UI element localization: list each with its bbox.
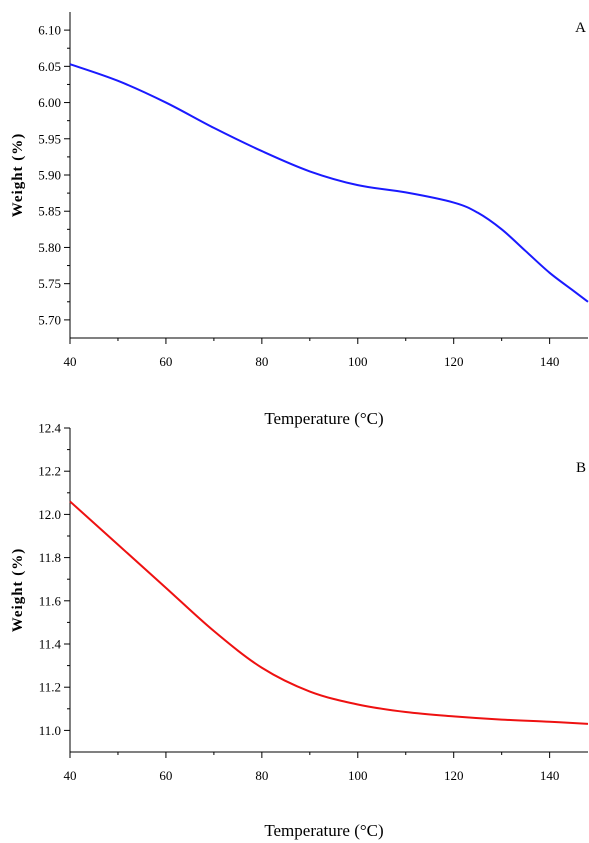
y-tick-label: 11.2 bbox=[39, 680, 61, 695]
x-tick-label: 140 bbox=[540, 768, 560, 783]
x-ticks: 40 60 80 100 120 140 bbox=[64, 338, 560, 369]
y-tick-label: 5.75 bbox=[38, 276, 61, 291]
axes-frame bbox=[69, 428, 588, 753]
x-tick-label: 80 bbox=[255, 768, 268, 783]
x-tick-label: 100 bbox=[348, 768, 368, 783]
panel-b: 11.0 11.2 11.4 11.6 11.8 12.0 12.2 12.4 40 60 80 1… bbox=[10, 421, 589, 840]
y-axis-title: Weight (%) bbox=[10, 133, 26, 218]
x-tick-label: 80 bbox=[255, 354, 268, 369]
y-tick-label: 6.00 bbox=[38, 95, 61, 110]
y-tick-label: 12.0 bbox=[38, 507, 61, 522]
y-tick-label: 11.0 bbox=[39, 723, 61, 738]
x-tick-label: 60 bbox=[159, 354, 172, 369]
x-tick-label: 120 bbox=[444, 354, 464, 369]
y-tick-label: 11.8 bbox=[39, 550, 61, 565]
series-line bbox=[69, 500, 589, 725]
x-tick-label: 140 bbox=[540, 354, 560, 369]
y-ticks: 5.70 5.75 5.80 5.85 5.90 5.95 6.00 6.05 6.10 bbox=[38, 23, 70, 327]
y-tick-label: 6.05 bbox=[38, 59, 61, 74]
y-tick-label: 5.80 bbox=[38, 240, 61, 255]
y-ticks: 11.0 11.2 11.4 11.6 11.8 12.0 12.2 12.4 bbox=[38, 421, 70, 738]
x-axis-title: Temperature (°C) bbox=[264, 409, 383, 428]
x-axis-title: Temperature (°C) bbox=[264, 821, 383, 840]
y-tick-label: 12.4 bbox=[38, 421, 61, 436]
y-tick-label: 11.6 bbox=[39, 593, 62, 608]
y-tick-label: 5.95 bbox=[38, 131, 61, 146]
x-tick-label: 40 bbox=[64, 768, 77, 783]
y-axis-title: Weight (%) bbox=[10, 548, 26, 633]
y-tick-label: 5.90 bbox=[38, 168, 61, 183]
x-tick-label: 120 bbox=[444, 768, 464, 783]
y-tick-label: 5.70 bbox=[38, 312, 61, 327]
x-tick-label: 40 bbox=[64, 354, 77, 369]
panel-a: 5.70 5.75 5.80 5.85 5.90 5.95 6.00 6.05 6.10 40 6… bbox=[10, 12, 589, 428]
panel-label: A bbox=[575, 20, 586, 36]
y-tick-label: 5.85 bbox=[38, 204, 61, 219]
y-tick-label: 6.10 bbox=[38, 23, 61, 38]
x-tick-label: 100 bbox=[348, 354, 368, 369]
series-line bbox=[69, 63, 589, 303]
x-ticks: 40 60 80 100 120 140 bbox=[64, 752, 560, 783]
x-tick-label: 60 bbox=[159, 768, 172, 783]
axes-frame bbox=[69, 12, 588, 339]
y-tick-label: 12.2 bbox=[38, 464, 61, 479]
panel-label: B bbox=[576, 460, 586, 476]
y-tick-label: 11.4 bbox=[39, 637, 62, 652]
